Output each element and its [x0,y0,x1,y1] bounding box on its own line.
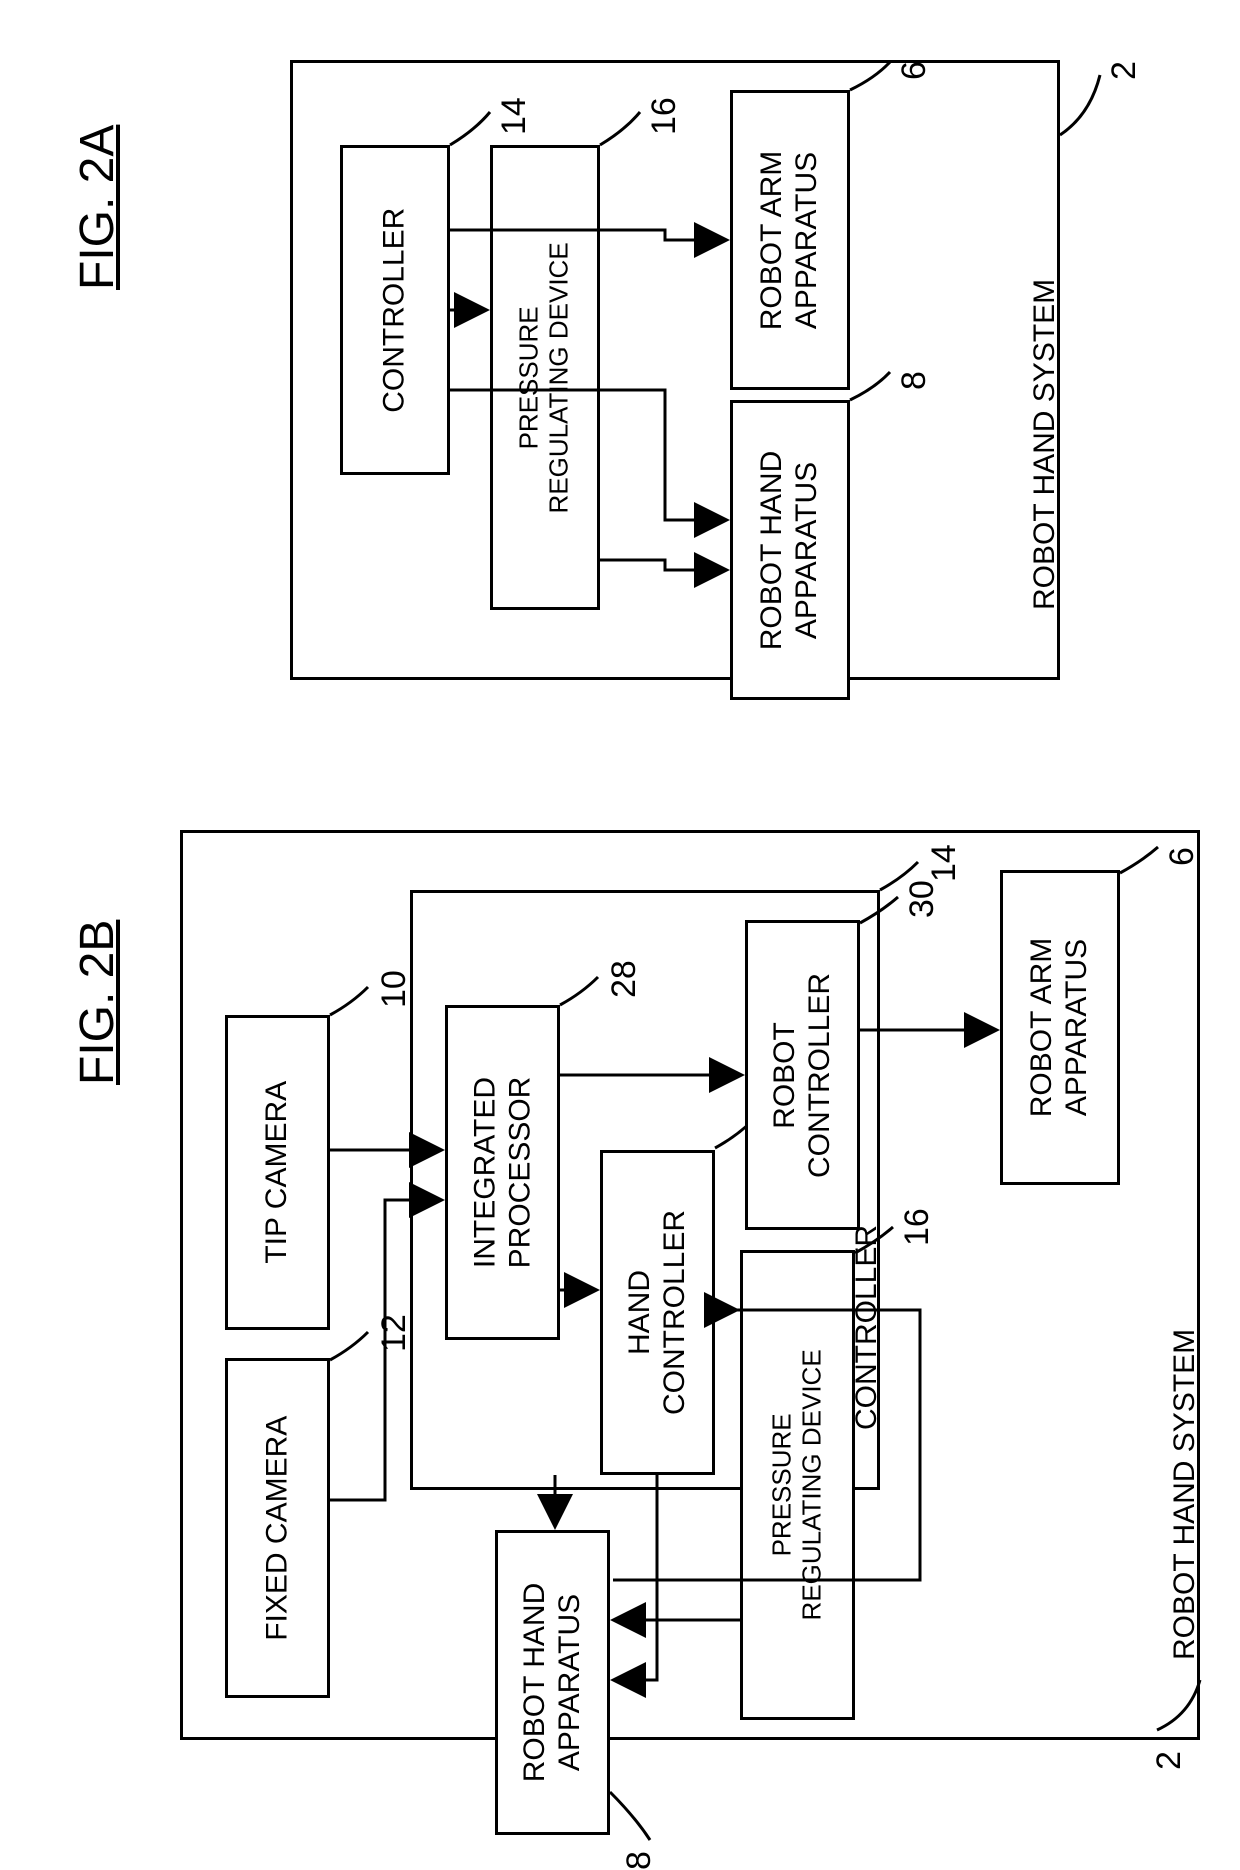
figA-arm-ref: 6 [895,61,934,80]
figB-arm-ref: 6 [1163,847,1202,866]
figB-system-title: ROBOT HAND SYSTEM [1168,1329,1202,1660]
figB-fixed-camera-label: FIXED CAMERA [260,1415,295,1640]
figA-ref2-leader [1060,70,1120,140]
figA-system-title: ROBOT HAND SYSTEM [1028,279,1062,610]
figB-tip-camera-ref: 10 [375,970,414,1008]
figB-system-ref: 2 [1150,1751,1189,1770]
fig-2b-label: FIG. 2B [70,920,125,1085]
figB-pressure-ref: 16 [898,1208,937,1246]
figB-tip-camera-label: TIP CAMERA [260,1081,295,1264]
figA-controller-box: CONTROLLER [340,145,450,475]
figB-robot-ctrl-ref: 30 [903,880,942,918]
figA-hand-ref: 8 [895,371,934,390]
figB-pressure-box2: PRESSURE REGULATING DEVICE [740,1250,855,1720]
figB-arm-label: ROBOT ARM APPARATUS [1026,938,1095,1117]
figA-pressure-label: PRESSURE REGULATING DEVICE [515,242,575,513]
figA-hand-box: ROBOT HAND APPARATUS [730,400,850,700]
fig-2a-label: FIG. 2A [70,125,125,290]
figB-controller-title: CONTROLLER [850,1225,884,1430]
figB-fixed-camera-ref: 12 [375,1314,414,1352]
figB-hand-leader [610,1792,665,1847]
figB-hand-box: ROBOT HAND APPARATUS [495,1530,610,1835]
figA-system-ref: 2 [1105,61,1144,80]
figB-tip-camera-box: TIP CAMERA [225,1015,330,1330]
figB-fixed-camera-box: FIXED CAMERA [225,1358,330,1698]
figB-integrated-ref: 28 [605,960,644,998]
figB-hand-label: ROBOT HAND APPARATUS [518,1583,587,1782]
page: FIG. 2A ROBOT HAND SYSTEM 2 CONTROLLER 1… [0,0,1240,1826]
figB-robot-ctrl-box: ROBOT CONTROLLER [745,920,860,1230]
figB-controller-ref: 14 [925,844,964,882]
figB-integrated-label: INTEGRATED PROCESSOR [468,1077,537,1269]
figA-arm-label: ROBOT ARM APPARATUS [756,150,825,329]
figB-arm-box: ROBOT ARM APPARATUS [1000,870,1120,1185]
figA-arm-box: ROBOT ARM APPARATUS [730,90,850,390]
figA-pressure-box: PRESSURE REGULATING DEVICE [490,145,600,610]
figA-controller-ref: 14 [495,97,534,135]
figA-hand-label: ROBOT HAND APPARATUS [756,450,825,649]
figB-robot-ctrl-label: ROBOT CONTROLLER [768,972,837,1177]
figA-controller-label: CONTROLLER [378,207,413,412]
figA-pressure-ref: 16 [645,97,684,135]
figB-hand-ref: 8 [620,1851,659,1870]
figB-hand-ctrl-box: HAND CONTROLLER [600,1150,715,1475]
figB-pressure-label2: PRESSURE REGULATING DEVICE [768,1349,828,1620]
figB-hand-ctrl-label: HAND CONTROLLER [623,1210,692,1415]
figB-integrated-box: INTEGRATED PROCESSOR [445,1005,560,1340]
